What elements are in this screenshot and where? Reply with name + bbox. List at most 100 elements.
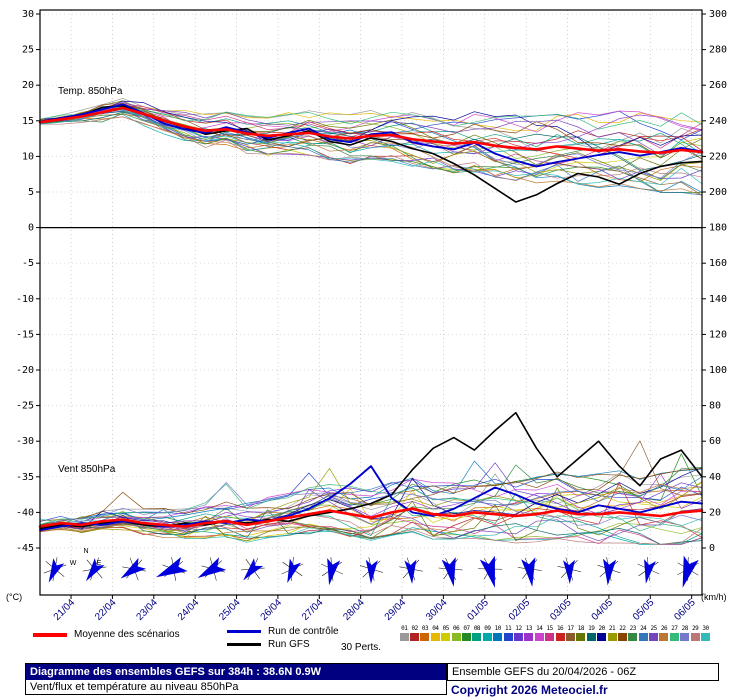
pert-cell: 01 [399, 625, 409, 641]
svg-text:0: 0 [709, 543, 715, 554]
svg-text:03/05: 03/05 [548, 597, 574, 622]
left-axis-unit: (°C) [6, 592, 23, 602]
svg-text:180: 180 [709, 223, 727, 234]
svg-text:02/05: 02/05 [507, 597, 533, 622]
svg-text:-40: -40 [16, 507, 34, 518]
wind-section-label: Vent 850hPa [58, 464, 116, 475]
chart-info-box: Diagramme des ensembles GEFS sur 384h : … [25, 663, 447, 695]
svg-text:-5: -5 [22, 258, 34, 269]
svg-text:-45: -45 [16, 543, 34, 554]
svg-text:220: 220 [709, 151, 727, 162]
svg-text:60: 60 [709, 436, 721, 447]
svg-text:-25: -25 [16, 401, 34, 412]
pert-cell: 03 [420, 625, 430, 641]
svg-text:40: 40 [709, 472, 721, 483]
pert-cell: 24 [638, 625, 648, 641]
svg-text:15: 15 [22, 116, 34, 127]
pert-cell: 25 [648, 625, 659, 641]
svg-text:-15: -15 [16, 329, 34, 340]
svg-text:23/04: 23/04 [134, 597, 160, 622]
svg-text:5: 5 [28, 187, 34, 198]
run-info-box: Ensemble GEFS du 20/04/2026 - 06Z Copyri… [447, 663, 719, 699]
pert-cell: 04 [430, 625, 440, 641]
svg-text:05/05: 05/05 [631, 597, 657, 622]
svg-text:06/05: 06/05 [672, 597, 698, 622]
pert-cell: 06 [451, 625, 461, 641]
pert-cell: 12 [513, 625, 523, 641]
legend-control-label: Run de contrôle [268, 626, 339, 637]
svg-text:27/04: 27/04 [300, 597, 326, 622]
svg-text:29/04: 29/04 [383, 597, 409, 622]
right-axis-unit: (km/h) [701, 592, 727, 602]
svg-text:-10: -10 [16, 294, 34, 305]
svg-text:E: E [97, 560, 102, 567]
pert-cell: 23 [628, 625, 638, 641]
svg-text:21/04: 21/04 [52, 597, 78, 622]
svg-text:W: W [70, 560, 77, 567]
svg-text:28/04: 28/04 [341, 597, 367, 622]
mean-line-swatch [33, 632, 67, 637]
copyright: Copyright 2026 Meteociel.fr [451, 683, 608, 697]
legend-gfs-label: Run GFS [268, 639, 310, 650]
pert-cell: 17 [565, 625, 575, 641]
pert-cell: 07 [461, 625, 472, 641]
svg-text:100: 100 [709, 365, 727, 376]
legend-mean-label: Moyenne des scénarios [74, 629, 180, 640]
svg-text:-20: -20 [16, 365, 34, 376]
pert-cell: 02 [409, 625, 420, 641]
svg-text:01/05: 01/05 [465, 597, 491, 622]
pert-cell: 13 [524, 625, 534, 641]
perturbation-color-key: 01 02 03 04 05 06 07 08 09 10 11 12 13 14 15 16 17 18 19 20… [399, 625, 711, 641]
svg-text:140: 140 [709, 294, 727, 305]
pert-cell: 08 [472, 625, 482, 641]
pert-cell: 10 [493, 625, 503, 641]
pert-cell: 30 [700, 625, 711, 641]
gfs-line-swatch [227, 643, 261, 646]
svg-text:25: 25 [22, 45, 34, 56]
svg-text:160: 160 [709, 258, 727, 269]
pert-cell: 28 [680, 625, 690, 641]
svg-text:22/04: 22/04 [93, 597, 119, 622]
pert-cell: 21 [607, 625, 617, 641]
svg-text:280: 280 [709, 45, 727, 56]
control-line-swatch [227, 630, 261, 633]
legend-gfs: Run GFS [227, 639, 310, 650]
svg-text:24/04: 24/04 [176, 597, 202, 622]
legend-control: Run de contrôle [227, 626, 339, 637]
svg-text:26/04: 26/04 [259, 597, 285, 622]
pert-cell: 22 [617, 625, 627, 641]
svg-text:25/04: 25/04 [217, 597, 243, 622]
pert-cell: 19 [586, 625, 596, 641]
pert-cell: 11 [503, 625, 513, 641]
chart-title: Diagramme des ensembles GEFS sur 384h : … [26, 664, 446, 680]
pert-cell: 20 [596, 625, 607, 641]
pert-cell: 27 [669, 625, 679, 641]
ensemble-chart: 30 25 20 15 10 5 0 -5 -10 -15 -20 -25 -30 -35 -40 -45 30… [16, 9, 727, 622]
chart-subtitle: Vent/flux et température au niveau 850hP… [30, 681, 239, 693]
svg-text:-30: -30 [16, 436, 34, 447]
svg-text:10: 10 [22, 151, 34, 162]
svg-text:-35: -35 [16, 472, 34, 483]
svg-text:20: 20 [709, 507, 721, 518]
svg-text:240: 240 [709, 116, 727, 127]
svg-text:20: 20 [22, 80, 34, 91]
perts-count-label: 30 Perts. [341, 642, 382, 653]
pert-cell: 09 [482, 625, 492, 641]
svg-text:300: 300 [709, 9, 727, 20]
svg-text:N: N [83, 548, 88, 555]
svg-text:30/04: 30/04 [424, 597, 450, 622]
svg-text:04/05: 04/05 [590, 597, 616, 622]
pert-cell: 15 [544, 625, 555, 641]
legend-mean: Moyenne des scénarios [33, 629, 180, 640]
pert-cell: 16 [555, 625, 565, 641]
svg-text:0: 0 [28, 223, 34, 234]
run-info: Ensemble GEFS du 20/04/2026 - 06Z [447, 663, 719, 681]
pert-cell: 29 [690, 625, 700, 641]
temp-section-label: Temp. 850hPa [58, 86, 123, 97]
pert-cell: 14 [534, 625, 544, 641]
pert-cell: 05 [441, 625, 451, 641]
svg-text:30: 30 [22, 9, 34, 20]
svg-text:200: 200 [709, 187, 727, 198]
pert-cell: 26 [659, 625, 669, 641]
